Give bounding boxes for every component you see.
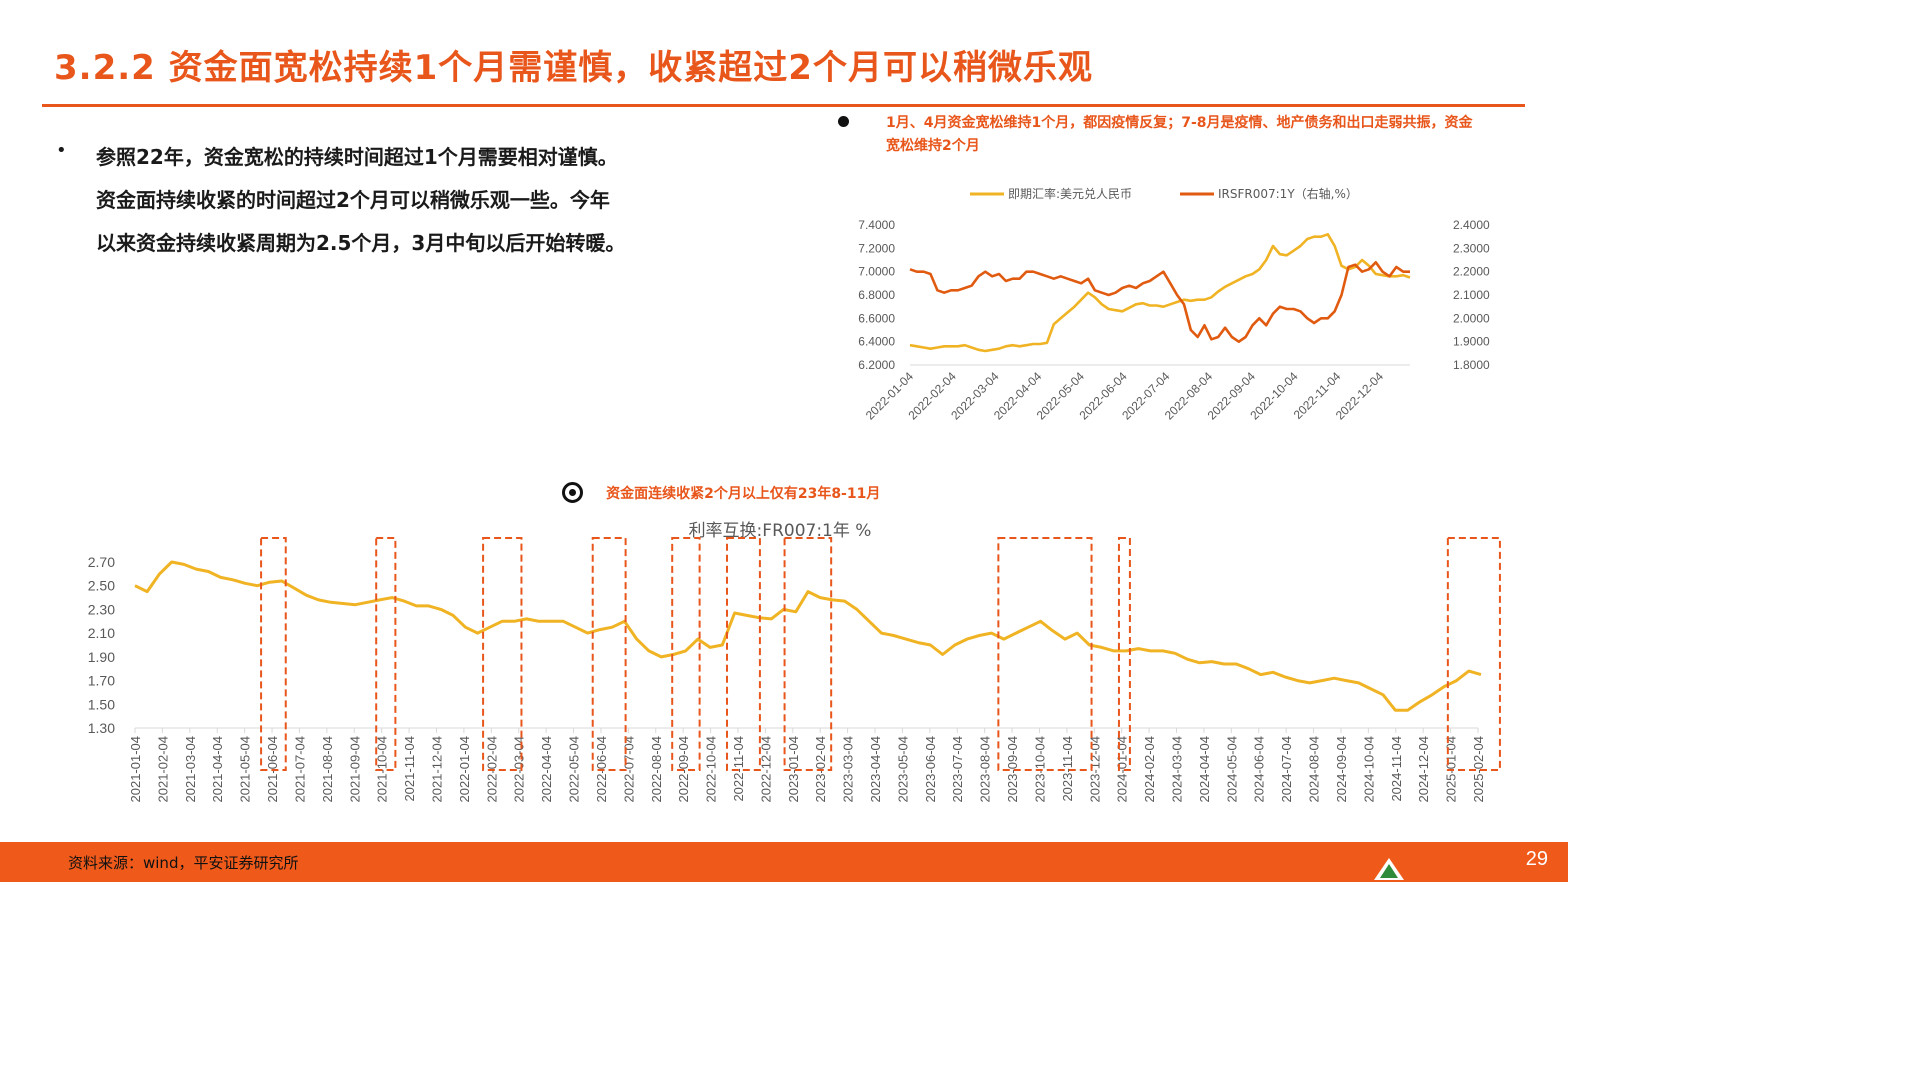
x-tick-label: 2023-06-04 bbox=[923, 736, 938, 803]
y-left-tick-label: 6.8000 bbox=[858, 288, 895, 302]
x-tick-label: 2024-05-04 bbox=[1224, 736, 1239, 803]
y-right-tick-label: 2.2000 bbox=[1453, 265, 1490, 279]
bullet-block: • 参照22年，资金宽松的持续时间超过1个月需要相对谨慎。 资金面持续收紧的时间… bbox=[56, 136, 796, 265]
x-tick-label: 2021-01-04 bbox=[128, 736, 143, 803]
series-line bbox=[134, 560, 1482, 712]
x-tick-label: 2022-01-04 bbox=[457, 736, 472, 803]
x-tick-label: 2021-02-04 bbox=[155, 736, 170, 803]
highlight-box bbox=[726, 537, 761, 771]
annotation-bottom-text: 资金面连续收紧2个月以上仅有23年8-11月 bbox=[606, 485, 881, 502]
x-tick-label: 2022-04-04 bbox=[539, 736, 554, 803]
x-tick-label: 2024-03-04 bbox=[1170, 736, 1185, 803]
x-tick-label: 2025-02-04 bbox=[1471, 736, 1486, 803]
highlight-box bbox=[783, 537, 833, 771]
highlight-box bbox=[997, 537, 1093, 771]
legend-label: 即期汇率:美元兑人民币 bbox=[1008, 186, 1132, 201]
x-tick-label: 2023-03-04 bbox=[841, 736, 856, 803]
x-tick-label: 2021-07-04 bbox=[292, 736, 307, 803]
x-tick-label: 2021-12-04 bbox=[429, 736, 444, 803]
y-left-tick-label: 7.4000 bbox=[858, 218, 895, 232]
dot-icon bbox=[838, 116, 849, 127]
title-divider bbox=[42, 104, 1525, 107]
annotation-top: 1月、4月资金宽松维持1个月，都因疫情反复；7-8月是疫情、地产债务和出口走弱共… bbox=[838, 112, 1478, 158]
x-tick-label: 2023-12-04 bbox=[1087, 736, 1102, 803]
y-right-tick-label: 1.8000 bbox=[1453, 358, 1490, 372]
x-tick-label: 2024-02-04 bbox=[1142, 736, 1157, 803]
x-tick-label: 2024-08-04 bbox=[1307, 736, 1322, 803]
x-tick-label: 2022-05-04 bbox=[567, 736, 582, 803]
y-tick-label: 1.70 bbox=[88, 673, 115, 689]
annotation-top-text: 1月、4月资金宽松维持1个月，都因疫情反复；7-8月是疫情、地产债务和出口走弱共… bbox=[886, 115, 1473, 154]
y-right-tick-label: 2.1000 bbox=[1453, 288, 1490, 302]
footer-bar bbox=[0, 842, 1568, 882]
x-tick-label: 2023-07-04 bbox=[950, 736, 965, 803]
highlight-box bbox=[1446, 537, 1501, 771]
x-tick-label: 2024-01-04 bbox=[1115, 736, 1130, 803]
page-title: 3.2.2 资金面宽松持续1个月需谨慎，收紧超过2个月可以稍微乐观 bbox=[54, 48, 1093, 88]
x-tick-label: 2022-10-04 bbox=[704, 736, 719, 803]
x-tick-label: 2021-03-04 bbox=[183, 736, 198, 803]
source-note: 资料来源：wind，平安证券研究所 bbox=[68, 854, 299, 872]
x-tick-label: 2021-09-04 bbox=[347, 736, 362, 803]
y-left-tick-label: 6.4000 bbox=[858, 335, 895, 349]
y-left-tick-label: 6.2000 bbox=[858, 358, 895, 372]
x-tick-label: 2024-11-04 bbox=[1389, 736, 1404, 802]
x-tick-label: 2024-09-04 bbox=[1334, 736, 1349, 803]
legend-label: IRSFR007:1Y（右轴,%） bbox=[1218, 186, 1358, 201]
y-right-tick-label: 2.4000 bbox=[1453, 218, 1490, 232]
bullet-line-3: 以来资金持续收紧周期为2.5个月，3月中旬以后开始转暖。 bbox=[96, 231, 626, 255]
x-tick-label: 2023-01-04 bbox=[786, 736, 801, 803]
company-logo-icon bbox=[1374, 858, 1404, 880]
y-tick-label: 2.10 bbox=[88, 625, 115, 641]
highlight-box bbox=[1117, 537, 1131, 771]
x-tick-label: 2021-04-04 bbox=[210, 736, 225, 803]
series-line bbox=[909, 232, 1411, 353]
highlight-box bbox=[482, 537, 523, 771]
x-tick-label: 2021-11-04 bbox=[402, 736, 417, 802]
x-tick-label: 2023-11-04 bbox=[1060, 736, 1075, 802]
y-left-tick-label: 6.6000 bbox=[858, 311, 895, 325]
y-right-tick-label: 2.0000 bbox=[1453, 311, 1490, 325]
series-line bbox=[909, 261, 1410, 343]
y-tick-label: 2.70 bbox=[88, 554, 115, 570]
y-left-tick-label: 7.2000 bbox=[858, 241, 895, 255]
y-right-tick-label: 1.9000 bbox=[1453, 335, 1490, 349]
x-tick-label: 2023-05-04 bbox=[895, 736, 910, 803]
fx-irs-2022-chart: 即期汇率:美元兑人民币 IRSFR007:1Y（右轴,%） 7.4000 7.2000… bbox=[858, 186, 1490, 423]
x-tick-label: 2024-04-04 bbox=[1197, 736, 1212, 803]
x-tick-label: 2024-12-04 bbox=[1416, 736, 1431, 803]
x-tick-label: 2022-12-04 bbox=[758, 736, 773, 803]
y-tick-label: 2.50 bbox=[88, 578, 115, 594]
chart-title: 利率互换:FR007:1年 % bbox=[689, 521, 872, 541]
target-icon bbox=[562, 482, 583, 503]
annotation-bottom: 资金面连续收紧2个月以上仅有23年8-11月 bbox=[562, 482, 880, 503]
highlight-box bbox=[591, 537, 627, 771]
x-tick-label: 2022-08-04 bbox=[649, 736, 664, 803]
x-tick-label: 2023-08-04 bbox=[978, 736, 993, 803]
y-tick-label: 1.30 bbox=[88, 720, 115, 736]
highlight-box bbox=[671, 537, 701, 771]
fr007-irs-chart: 利率互换:FR007:1年 % 2.70 2.50 2.30 2.10 1.90 1.70 1… bbox=[88, 521, 1501, 803]
bullet-line-1: 参照22年，资金宽松的持续时间超过1个月需要相对谨慎。 bbox=[96, 145, 618, 169]
x-tick-label: 2024-07-04 bbox=[1279, 736, 1294, 803]
bullet-marker: • bbox=[56, 140, 67, 161]
x-tick-label: 2024-06-04 bbox=[1252, 736, 1267, 803]
x-tick-label: 2022-11-04 bbox=[731, 736, 746, 802]
x-tick-label: 2021-05-04 bbox=[238, 736, 253, 803]
x-tick-label: 2024-10-04 bbox=[1361, 736, 1376, 803]
highlight-box bbox=[260, 537, 287, 771]
bullet-line-2: 资金面持续收紧的时间超过2个月可以稍微乐观一些。今年 bbox=[96, 188, 610, 212]
y-tick-label: 1.90 bbox=[88, 649, 115, 665]
x-tick-label: 2022-03-04 bbox=[512, 736, 527, 803]
x-tick-label: 2021-08-04 bbox=[320, 736, 335, 803]
x-tick-label: 2023-09-04 bbox=[1005, 736, 1020, 803]
y-tick-label: 2.30 bbox=[88, 601, 115, 617]
page-number: 29 bbox=[1525, 848, 1548, 870]
y-tick-label: 1.50 bbox=[88, 696, 115, 712]
highlight-box bbox=[375, 537, 397, 771]
y-left-tick-label: 7.0000 bbox=[858, 265, 895, 279]
y-right-tick-label: 2.3000 bbox=[1453, 241, 1490, 255]
x-tick-label: 2023-04-04 bbox=[868, 736, 883, 803]
